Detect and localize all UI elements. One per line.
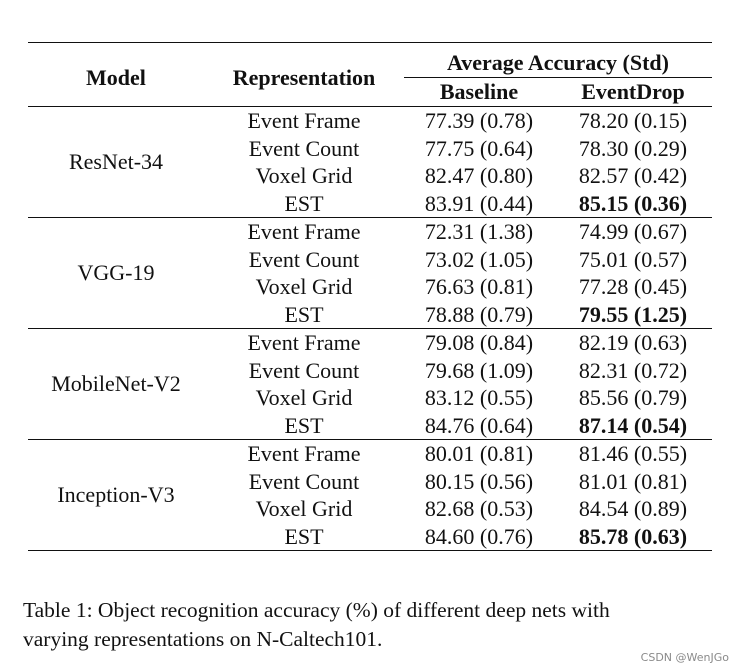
representation-cell: Event Frame: [204, 439, 404, 468]
representation-cell: EST: [204, 522, 404, 551]
table-row: Event Count 73.02 (1.05) 75.01 (0.57): [28, 246, 712, 274]
eventdrop-accuracy-cell: 81.01 (0.81): [578, 468, 688, 494]
watermark: CSDN @WenJGo: [640, 651, 729, 664]
table-row: EST 84.60 (0.76) 85.78 (0.63): [28, 522, 712, 551]
caption-line-2: varying representations on N-Caltech101.: [23, 627, 383, 651]
baseline-accuracy-cell: 72.31 (1.38): [404, 217, 554, 246]
representation-cell: Event Frame: [204, 217, 404, 246]
eventdrop-accuracy-cell: 85.78 (0.63): [554, 522, 712, 551]
representation-cell: Event Frame: [204, 106, 404, 135]
baseline-accuracy-cell: 84.60 (0.76): [404, 522, 554, 551]
baseline-accuracy-cell: 77.75 (0.64): [424, 135, 534, 161]
header-model: Model: [86, 64, 146, 90]
table-row: Voxel Grid 83.12 (0.55) 85.56 (0.79): [28, 384, 712, 412]
eventdrop-accuracy-cell: 78.30 (0.29): [578, 135, 688, 161]
representation-cell: EST: [284, 301, 324, 327]
representation-cell: Event Count: [248, 246, 360, 272]
table-row: Event Count 80.15 (0.56) 81.01 (0.81): [28, 468, 712, 496]
baseline-accuracy-cell: 83.91 (0.44): [424, 190, 534, 216]
eventdrop-accuracy-cell: 87.14 (0.54): [578, 412, 688, 438]
baseline-accuracy-cell: 80.15 (0.56): [424, 468, 534, 494]
table-body: ResNet-34 Event Frame 77.39 (0.78) 78.20 (0…: [28, 106, 712, 551]
representation-cell: Event Frame: [204, 328, 404, 357]
eventdrop-accuracy-cell: 82.19 (0.63): [554, 328, 712, 357]
eventdrop-accuracy-cell: 81.46 (0.55): [554, 439, 712, 468]
eventdrop-accuracy-cell: 85.15 (0.36): [578, 190, 688, 216]
table-row: EST 78.88 (0.79) 79.55 (1.25): [28, 301, 712, 329]
eventdrop-accuracy-cell: 85.56 (0.79): [578, 385, 688, 410]
baseline-accuracy-cell: 80.01 (0.81): [404, 439, 554, 468]
header-eventdrop: EventDrop: [581, 79, 685, 105]
model-name-cell: VGG-19: [28, 217, 204, 329]
table-row: Event Count 77.75 (0.64) 78.30 (0.29): [28, 135, 712, 163]
eventdrop-accuracy-cell: 82.57 (0.42): [578, 163, 688, 188]
table-row: Inception-V3 Event Frame 80.01 (0.81) 81.46…: [28, 439, 712, 551]
representation-cell: Voxel Grid: [255, 385, 353, 410]
table-row: EST 84.76 (0.64) 87.14 (0.54): [28, 412, 712, 440]
table-row: MobileNet-V2 Event Frame 79.08 (0.84) 82.19…: [28, 328, 712, 440]
baseline-accuracy-cell: 79.08 (0.84): [404, 328, 554, 357]
baseline-accuracy-cell: 79.68 (1.09): [424, 357, 534, 383]
caption-line-1: Table 1: Object recognition accuracy (%)…: [23, 598, 610, 622]
eventdrop-accuracy-cell: 78.20 (0.15): [554, 106, 712, 135]
table-row: Event Count 79.68 (1.09) 82.31 (0.72): [28, 357, 712, 385]
representation-cell: Voxel Grid: [255, 163, 353, 188]
eventdrop-accuracy-cell: 79.55 (1.25): [578, 301, 688, 327]
baseline-accuracy-cell: 73.02 (1.05): [424, 246, 534, 272]
baseline-accuracy-cell: 76.63 (0.81): [424, 274, 534, 299]
results-table-container: Model Representation Average Accuracy (S…: [28, 42, 712, 551]
model-name-cell: MobileNet-V2: [28, 328, 204, 440]
table-header: Model Representation Average Accuracy (S…: [28, 42, 712, 107]
representation-cell: Voxel Grid: [255, 274, 353, 299]
representation-cell: Event Count: [248, 135, 360, 161]
eventdrop-accuracy-cell: 75.01 (0.57): [578, 246, 688, 272]
header-average-accuracy: Average Accuracy (Std): [404, 42, 712, 78]
table-row: Voxel Grid 82.47 (0.80) 82.57 (0.42): [28, 162, 712, 190]
header-baseline: Baseline: [439, 79, 519, 105]
representation-cell: EST: [284, 190, 324, 216]
table-row: VGG-19 Event Frame 72.31 (1.38) 74.99 (0.67…: [28, 217, 712, 329]
model-name-cell: Inception-V3: [28, 439, 204, 551]
eventdrop-accuracy-cell: 77.28 (0.45): [578, 274, 688, 299]
header-representation: Representation: [232, 64, 376, 90]
eventdrop-accuracy-cell: 84.54 (0.89): [578, 496, 688, 521]
baseline-accuracy-cell: 82.68 (0.53): [424, 496, 534, 521]
representation-cell: EST: [284, 412, 324, 438]
results-table: Model Representation Average Accuracy (S…: [28, 42, 712, 551]
representation-cell: Event Count: [248, 468, 360, 494]
table-row: EST 83.91 (0.44) 85.15 (0.36): [28, 190, 712, 218]
table-row: ResNet-34 Event Frame 77.39 (0.78) 78.20 (0…: [28, 106, 712, 218]
baseline-accuracy-cell: 84.76 (0.64): [424, 412, 534, 438]
representation-cell: Voxel Grid: [255, 496, 353, 521]
eventdrop-accuracy-cell: 82.31 (0.72): [578, 357, 688, 383]
baseline-accuracy-cell: 82.47 (0.80): [424, 163, 534, 188]
table-caption: Table 1: Object recognition accuracy (%)…: [23, 596, 723, 654]
table-row: Voxel Grid 82.68 (0.53) 84.54 (0.89): [28, 495, 712, 523]
baseline-accuracy-cell: 83.12 (0.55): [424, 385, 534, 410]
baseline-accuracy-cell: 77.39 (0.78): [404, 106, 554, 135]
representation-cell: Event Count: [248, 357, 360, 383]
eventdrop-accuracy-cell: 74.99 (0.67): [554, 217, 712, 246]
baseline-accuracy-cell: 78.88 (0.79): [424, 301, 534, 327]
model-name-cell: ResNet-34: [28, 106, 204, 218]
table-row: Voxel Grid 76.63 (0.81) 77.28 (0.45): [28, 273, 712, 301]
